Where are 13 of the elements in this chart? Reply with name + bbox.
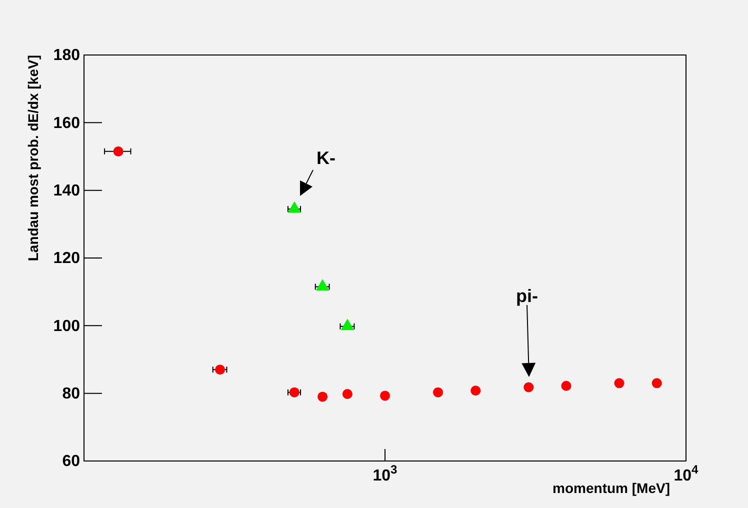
y-tick-label: 60 xyxy=(62,453,80,470)
annotation: pi- xyxy=(516,286,538,306)
y-axis-title: Landau most prob. dE/dx [keV] xyxy=(25,55,41,262)
y-tick-label: 140 xyxy=(53,182,80,200)
annotation: K- xyxy=(316,148,336,168)
y-tick-label: 80 xyxy=(62,385,80,402)
y-tick-label: 100 xyxy=(53,318,80,335)
y-tick-label: 160 xyxy=(53,114,80,132)
x-tick-label: 10$^{3}$ xyxy=(372,462,398,484)
y-tick-label: 180 xyxy=(53,47,80,64)
x-tick-label: 10$^{4}$ xyxy=(674,462,699,484)
y-tick-label: 120 xyxy=(53,250,80,268)
x-axis-title: momentum [MeV] xyxy=(552,480,670,496)
